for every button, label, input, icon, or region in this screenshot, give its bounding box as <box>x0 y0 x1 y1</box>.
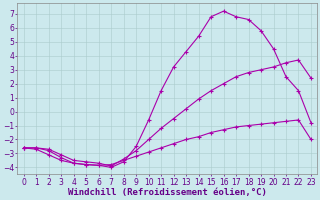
X-axis label: Windchill (Refroidissement éolien,°C): Windchill (Refroidissement éolien,°C) <box>68 188 267 197</box>
